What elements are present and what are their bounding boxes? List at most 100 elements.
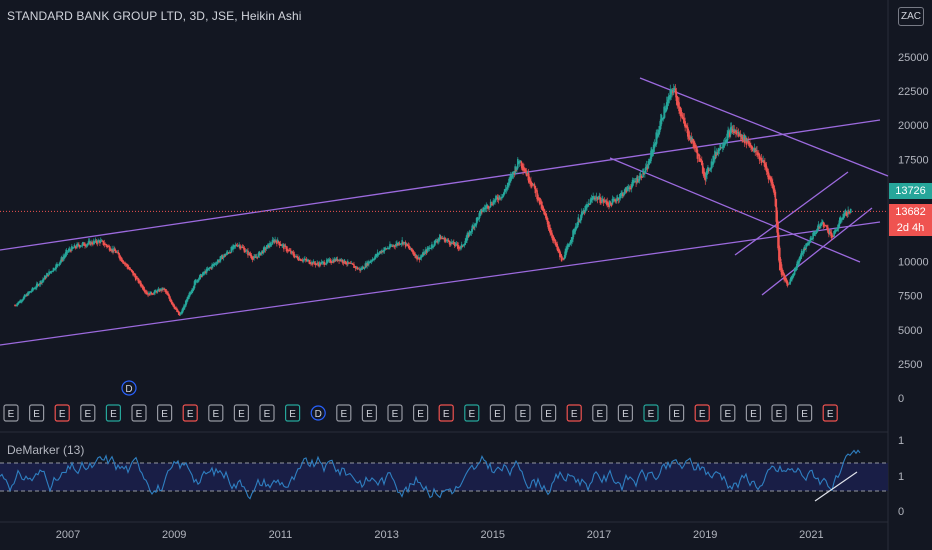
candle-body bbox=[280, 244, 283, 247]
candle-body bbox=[506, 185, 509, 190]
candle-body bbox=[741, 134, 743, 141]
earnings-event-label: E bbox=[366, 409, 373, 420]
candle-body bbox=[505, 188, 508, 191]
candle-body bbox=[480, 209, 482, 214]
candle-body bbox=[756, 150, 758, 156]
candle-body bbox=[711, 164, 714, 166]
candle-body bbox=[37, 284, 40, 286]
candle-body bbox=[49, 271, 51, 274]
candle-body bbox=[777, 221, 779, 249]
candle-body bbox=[719, 144, 722, 151]
candle-body bbox=[124, 263, 127, 265]
candle-body bbox=[227, 252, 230, 254]
candle-body bbox=[368, 261, 371, 263]
candle-body bbox=[540, 201, 543, 209]
candle-body bbox=[205, 272, 207, 274]
candle-body bbox=[701, 160, 703, 166]
candle-body bbox=[531, 184, 534, 186]
candle-body bbox=[565, 248, 567, 255]
candle-body bbox=[277, 241, 280, 243]
candle-body bbox=[83, 243, 85, 246]
candle-body bbox=[206, 268, 209, 271]
candle-body bbox=[28, 292, 30, 294]
candle-body bbox=[362, 267, 365, 269]
candle-body bbox=[116, 251, 119, 253]
candle-body bbox=[570, 239, 573, 244]
indicator-tick-label: 1 bbox=[898, 471, 904, 483]
earnings-event-icon bbox=[464, 404, 480, 422]
time-tick-label: 2007 bbox=[56, 529, 80, 541]
candle-body bbox=[189, 292, 191, 296]
earnings-event-label: E bbox=[238, 409, 245, 420]
candle-body bbox=[790, 277, 792, 282]
candle-body bbox=[580, 215, 582, 221]
candle-body bbox=[95, 240, 98, 243]
candle-body bbox=[510, 175, 512, 180]
candle-body bbox=[48, 271, 50, 276]
candle-body bbox=[545, 213, 547, 219]
candle-body bbox=[643, 173, 645, 175]
candle-body bbox=[411, 249, 414, 253]
candle-body bbox=[412, 251, 415, 255]
candle-body bbox=[559, 253, 562, 258]
candle-body bbox=[738, 133, 741, 135]
candle-body bbox=[210, 267, 212, 269]
currency-label[interactable]: ZAC bbox=[898, 7, 924, 26]
candle-body bbox=[186, 296, 189, 302]
candle-body bbox=[395, 244, 397, 247]
candle-body bbox=[135, 277, 138, 279]
candle-body bbox=[512, 171, 515, 175]
candle-body bbox=[192, 286, 195, 291]
candle-body bbox=[141, 284, 143, 287]
candle-body bbox=[726, 133, 729, 142]
candle-body bbox=[566, 246, 568, 252]
candle-body bbox=[820, 223, 822, 226]
candle-body bbox=[109, 248, 112, 251]
earnings-event-label: E bbox=[776, 409, 783, 420]
earnings-event-label: E bbox=[724, 409, 731, 420]
candle-body bbox=[689, 136, 692, 138]
candle-body bbox=[647, 160, 650, 169]
candle-body bbox=[457, 245, 460, 249]
candle-body bbox=[783, 273, 785, 281]
candle-body bbox=[219, 256, 222, 261]
candle-body bbox=[828, 230, 830, 235]
candle-body bbox=[219, 259, 221, 262]
candle-body bbox=[302, 259, 304, 261]
candle-body bbox=[299, 258, 302, 261]
candle-body bbox=[308, 260, 311, 264]
candle-body bbox=[464, 240, 467, 245]
candle-body bbox=[135, 275, 137, 281]
candle-body bbox=[418, 257, 421, 260]
candle-body bbox=[657, 133, 659, 136]
candle-body bbox=[43, 278, 45, 281]
candle-body bbox=[841, 218, 843, 221]
candle-body bbox=[637, 179, 639, 182]
candle-body bbox=[484, 208, 487, 210]
candle-body bbox=[740, 134, 743, 136]
candle-body bbox=[833, 231, 835, 237]
candle-body bbox=[642, 169, 644, 178]
candle-body bbox=[379, 251, 382, 254]
candle-body bbox=[644, 166, 647, 173]
candle-body bbox=[463, 244, 466, 246]
candle-body bbox=[297, 258, 300, 261]
candle-body bbox=[836, 227, 839, 231]
candle-body bbox=[104, 243, 106, 245]
candle-body bbox=[596, 197, 599, 201]
candle-body bbox=[665, 108, 667, 113]
candle-body bbox=[717, 148, 720, 154]
earnings-event-label: E bbox=[264, 409, 271, 420]
candle-body bbox=[410, 247, 412, 249]
earnings-event-icon bbox=[745, 404, 762, 422]
candle-body bbox=[161, 287, 163, 291]
candle-body bbox=[732, 129, 735, 131]
candle-body bbox=[493, 201, 495, 203]
candle-body bbox=[641, 176, 644, 178]
candle-body bbox=[347, 262, 350, 264]
candle-body bbox=[261, 250, 263, 254]
candle-body bbox=[530, 180, 532, 185]
candle-body bbox=[528, 176, 530, 183]
candle-body bbox=[318, 263, 320, 267]
